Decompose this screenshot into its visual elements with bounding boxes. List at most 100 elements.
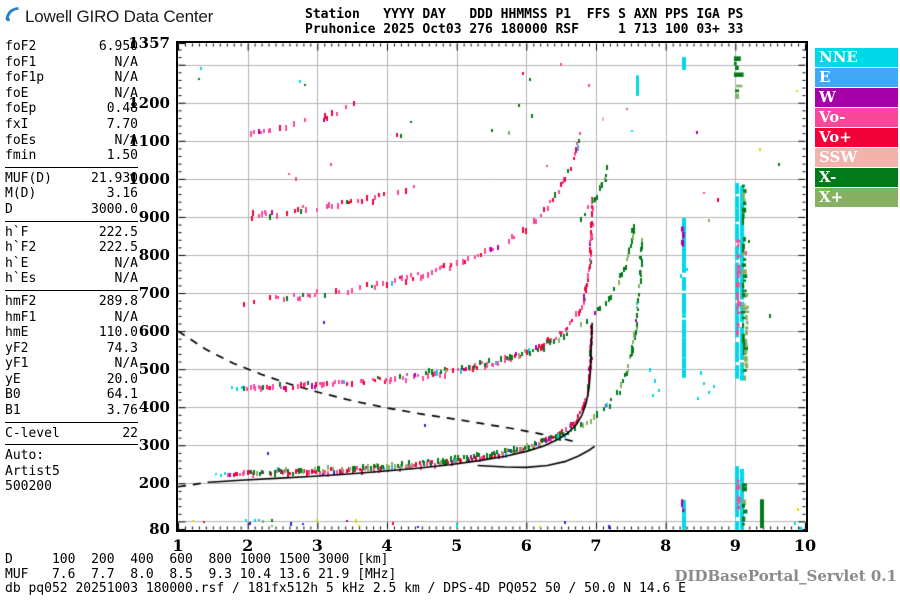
param-value: N/A	[114, 255, 138, 271]
y-tick-label: 600	[138, 322, 170, 341]
legend-item-x-: X-	[815, 168, 898, 187]
x-tick-label: 3	[311, 536, 323, 555]
auto-scaler-line: Artist5	[5, 463, 60, 479]
param-label: foEp	[5, 101, 37, 117]
param-label: D	[5, 201, 13, 217]
x-tick-label: 7	[590, 536, 602, 555]
param-value: N/A	[114, 356, 138, 372]
param-row-foEp: foEp 0.48	[5, 101, 138, 117]
y-tick-label: 700	[138, 284, 170, 303]
param-value: N/A	[114, 309, 138, 325]
param-value: 74.3	[106, 340, 138, 356]
param-label: B1	[5, 403, 21, 419]
param-value: 222.5	[98, 240, 138, 256]
param-row-hmE: hmE 110.0	[5, 325, 138, 341]
param-value: 110.0	[98, 325, 138, 341]
x-tick-label: 8	[660, 536, 672, 555]
param-row-h`F2: h`F2 222.5	[5, 240, 138, 256]
param-value: 20.0	[106, 371, 138, 387]
param-label: fxI	[5, 116, 29, 132]
y-tick-label: 300	[138, 436, 170, 455]
echo-legend: NNE E W Vo- Vo+ SSW X- X+	[815, 48, 898, 208]
param-value: 3000.0	[91, 201, 138, 217]
separator	[5, 220, 138, 222]
ionogram-plot-frame	[176, 41, 808, 532]
y-tick-label: 1357	[128, 34, 170, 52]
giro-logo-icon	[4, 6, 23, 28]
param-label: yE	[5, 371, 21, 387]
y-tick-label: 80	[149, 520, 170, 538]
x-tick-label: 2	[242, 536, 254, 555]
separator	[5, 166, 138, 168]
param-label: h`Es	[5, 271, 37, 287]
param-label: hmE	[5, 325, 29, 341]
param-value: N/A	[114, 85, 138, 101]
param-value: 22	[122, 425, 138, 441]
legend-item-vo-: Vo-	[815, 108, 898, 127]
param-label: yF1	[5, 356, 29, 372]
param-value: 0.48	[106, 101, 138, 117]
param-row-h`Es: h`Es N/A	[5, 271, 138, 287]
param-row-B0: B0 64.1	[5, 387, 138, 403]
legend-item-x+: X+	[815, 188, 898, 207]
station-header-line2: Pruhonice 2025 Oct03 276 180000 RSF 1 71…	[305, 22, 744, 37]
param-value: N/A	[114, 132, 138, 148]
y-tick-label: 200	[138, 474, 170, 493]
param-value: 64.1	[106, 387, 138, 403]
legend-item-e: E	[815, 68, 898, 87]
param-value: 222.5	[98, 224, 138, 240]
param-row-hmF1: hmF1 N/A	[5, 310, 138, 326]
param-row-foE: foE N/A	[5, 86, 138, 102]
param-label: foF2	[5, 39, 37, 54]
param-label: B0	[5, 387, 21, 403]
y-tick-label: 400	[138, 398, 170, 417]
param-label: M(D)	[5, 186, 37, 202]
param-label: h`E	[5, 255, 29, 271]
y-tick-label: 1000	[128, 169, 170, 188]
param-value: 6.950	[98, 39, 138, 54]
separator	[5, 444, 138, 446]
param-value: 3.16	[106, 186, 138, 202]
legend-item-w: W	[815, 88, 898, 107]
param-row-h`F: h`F 222.5	[5, 225, 138, 241]
param-row-fmin: fmin 1.50	[5, 148, 138, 164]
param-value: N/A	[114, 54, 138, 70]
param-row-foF1: foF1 N/A	[5, 55, 138, 71]
param-row-foF1p: foF1p N/A	[5, 70, 138, 86]
footer-readout: D 100 200 400 600 800 1000 1500 3000 [km…	[5, 552, 686, 597]
param-value: 289.8	[98, 293, 138, 309]
param-row-MUF(D): MUF(D) 21.930	[5, 171, 138, 187]
station-header: Station YYYY DAY DDD HHMMSS P1 FFS S AXN…	[305, 7, 743, 37]
y-tick-label: 800	[138, 245, 170, 264]
station-header-line1: Station YYYY DAY DDD HHMMSS P1 FFS S AXN…	[305, 7, 744, 22]
param-row-fxI: fxI 7.70	[5, 117, 138, 133]
parameter-panel: foF2 6.950 foF1 N/A foF1p N/A foE N/A foEp 0.48 fx…	[5, 39, 138, 495]
param-label: C-level	[5, 425, 60, 441]
y-tick-label: 900	[138, 207, 170, 226]
auto-scaler-line: 500200	[5, 479, 52, 495]
param-row-foEs: foEs N/A	[5, 133, 138, 149]
param-label: foE	[5, 85, 29, 101]
param-value: 7.70	[106, 116, 138, 132]
param-row-yF1: yF1 N/A	[5, 356, 138, 372]
param-row-M(D): M(D) 3.16	[5, 186, 138, 202]
param-row-foF2: foF2 6.950	[5, 39, 138, 55]
param-row-C-level: C-level 22	[5, 426, 138, 442]
muf-row: MUF 7.6 7.7 8.0 8.5 9.3 10.4 13.6 21.9 […	[5, 566, 397, 582]
param-label: foEs	[5, 132, 37, 148]
param-row-B1: B1 3.76	[5, 403, 138, 419]
x-tick-label: 9	[729, 536, 741, 555]
param-value: 3.76	[106, 403, 138, 419]
x-tick-label: 5	[451, 536, 463, 555]
legend-item-vo+: Vo+	[815, 128, 898, 147]
y-tick-label: 1200	[128, 93, 170, 112]
param-value: 1.50	[106, 148, 138, 164]
ionogram-plot	[178, 43, 806, 530]
x-tick-label: 4	[381, 536, 393, 555]
param-value: N/A	[114, 70, 138, 86]
auto-scaler-line: Auto:	[5, 448, 45, 464]
servlet-version-label: DIDBasePortal_Servlet 0.1	[674, 567, 897, 585]
param-row-hmF2: hmF2 289.8	[5, 294, 138, 310]
x-tick-label: 10	[793, 536, 817, 555]
param-row-yF2: yF2 74.3	[5, 341, 138, 357]
